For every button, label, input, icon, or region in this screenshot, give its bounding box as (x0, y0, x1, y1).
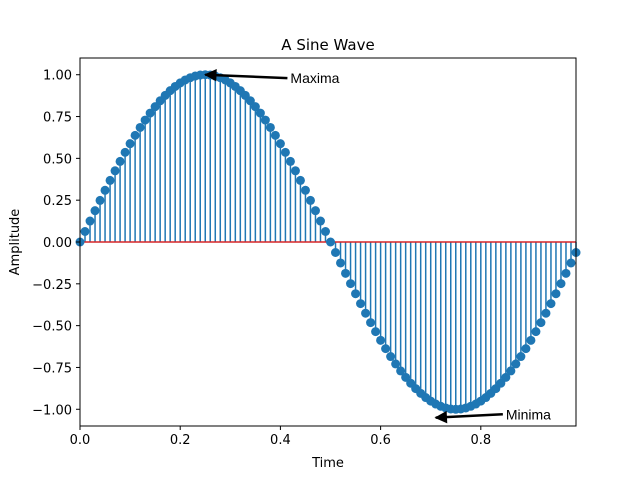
stem-marker (95, 195, 105, 205)
stem-marker (541, 308, 551, 318)
stem-marker (386, 352, 396, 362)
stem-marker (105, 175, 115, 185)
stem-marker (265, 122, 275, 132)
stem-marker (260, 115, 270, 125)
stem-marker (521, 344, 531, 354)
stem-marker (526, 335, 536, 345)
stem-marker (85, 216, 95, 226)
stem-marker (295, 175, 305, 185)
stem-marker (90, 206, 100, 216)
stem-marker (506, 366, 516, 376)
stem-marker (551, 289, 561, 299)
stem-marker (331, 248, 341, 258)
stem-marker (341, 268, 351, 278)
stem-marker (361, 308, 371, 318)
stem-marker (511, 359, 521, 369)
stem-marker (516, 352, 526, 362)
stem-marker (140, 115, 150, 125)
stem-marker (150, 102, 160, 112)
y-tick-label: 1.00 (43, 69, 72, 84)
stem-marker (275, 139, 285, 149)
stem-marker (250, 102, 260, 112)
maxima-annotation-arrow (204, 68, 288, 82)
stem-marker (356, 299, 366, 309)
stem-marker (556, 279, 566, 289)
stem-marker (366, 318, 376, 328)
y-axis-label: Amplitude (8, 209, 23, 276)
y-tick-label: −1.00 (32, 403, 72, 418)
stem-marker (561, 268, 571, 278)
stem-marker (320, 226, 330, 236)
y-tick-label: −0.75 (32, 361, 72, 376)
y-tick-label: 0.75 (43, 111, 72, 126)
chart-title: A Sine Wave (281, 36, 374, 54)
stem-marker (125, 139, 135, 149)
stem-marker (381, 344, 391, 354)
stem-marker (536, 318, 546, 328)
stem-marker (501, 372, 511, 382)
minima-annotation-arrow (434, 410, 503, 424)
stem-marker (285, 156, 295, 166)
stem-marker (110, 166, 120, 176)
stem-marker (326, 237, 336, 247)
stem-marker (566, 258, 576, 268)
stem-marker (130, 130, 140, 140)
stem-marker (531, 327, 541, 337)
stem-marker (310, 206, 320, 216)
stem-marker (496, 378, 506, 388)
stem-marker (300, 185, 310, 195)
y-tick-label: −0.25 (32, 278, 72, 293)
stem-marker (80, 226, 90, 236)
stem-marker (245, 96, 255, 106)
stem-marker (396, 366, 406, 376)
stem-marker (120, 147, 130, 157)
stem-marker (100, 185, 110, 195)
stem-marker (401, 372, 411, 382)
stem-marker (376, 335, 386, 345)
stem-marker (351, 289, 361, 299)
stem-marker (371, 327, 381, 337)
stem-marker (145, 108, 155, 118)
x-tick-label: 0.4 (270, 433, 291, 448)
stem-marker (391, 359, 401, 369)
stem-marker (115, 156, 125, 166)
stem-marker (546, 299, 556, 309)
stem-marker (346, 279, 356, 289)
stem-marker (270, 130, 280, 140)
stem-marker (290, 166, 300, 176)
stem-marker (305, 195, 315, 205)
x-tick-label: 0.6 (370, 433, 391, 448)
stem-marker (336, 258, 346, 268)
y-tick-label: 0.00 (43, 236, 72, 251)
stem-marker (135, 122, 145, 132)
x-tick-label: 0.8 (470, 433, 491, 448)
y-tick-label: 0.50 (43, 152, 72, 167)
stem-marker (255, 108, 265, 118)
x-axis-label: Time (311, 456, 344, 471)
stem-marker (315, 216, 325, 226)
x-tick-label: 0.0 (70, 433, 91, 448)
stem-marker (280, 147, 290, 157)
x-tick-label: 0.2 (170, 433, 191, 448)
minima-annotation-text: Minima (506, 406, 551, 422)
y-tick-label: −0.50 (32, 320, 72, 335)
maxima-annotation-text: Maxima (290, 70, 339, 86)
y-tick-label: 0.25 (43, 194, 72, 209)
plot-area: 0.0 0.2 0.4 0.6 0.8 1.00 0.75 0.50 0.25 0.00 −0.25… (32, 57, 581, 448)
